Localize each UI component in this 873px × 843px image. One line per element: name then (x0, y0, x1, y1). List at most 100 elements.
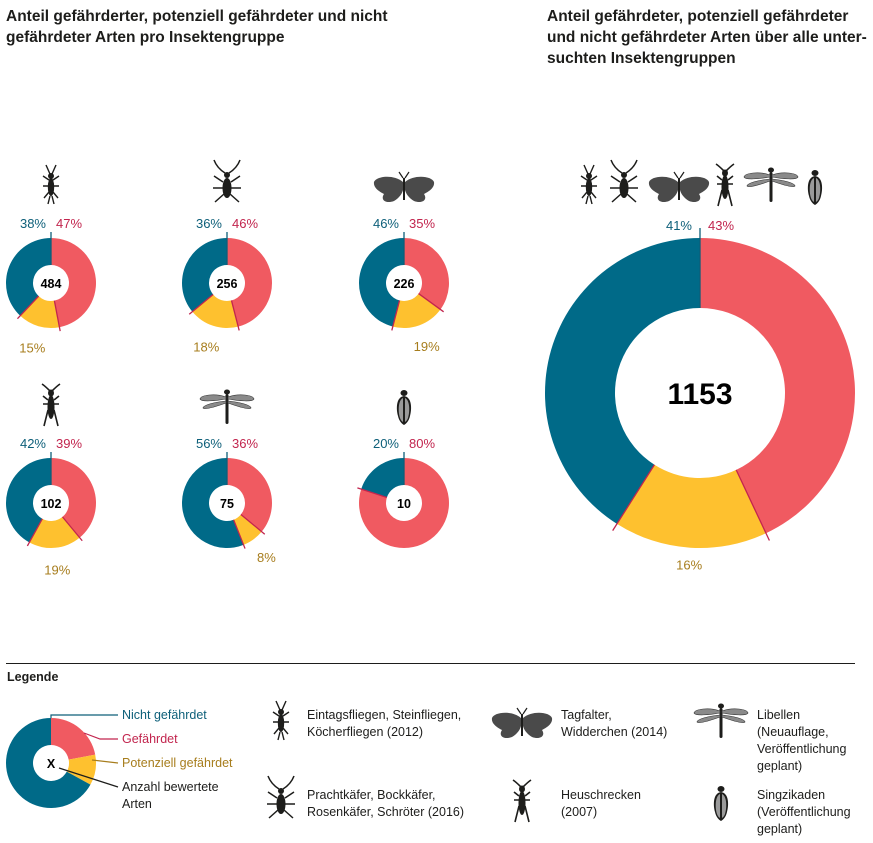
label-nicht-gefaehrdet: 46% (373, 216, 399, 231)
legend-potenziell-gefaehrdet: Potenziell gefährdet (122, 756, 233, 770)
legend-leader-gefaehrdet (83, 732, 118, 740)
legend-group-tagfalter: Tagfalter, Widderchen (2014) (561, 708, 668, 739)
total-species-count: 75 (220, 497, 234, 511)
slice-potenziell-gefaehrdet (29, 516, 80, 548)
slice-nicht-gefaehrdet (361, 458, 404, 498)
donut-chart-5: 75 36% 56% 8% (182, 436, 276, 565)
legend-beetle-icon (266, 775, 296, 819)
slice-nicht-gefaehrdet (359, 238, 404, 327)
slice-potenziell-gefaehrdet (392, 293, 441, 328)
slice-boundary-tick (391, 300, 401, 331)
label-gefaehrdet: 46% (232, 216, 258, 231)
slice-nicht-gefaehrdet (182, 238, 227, 312)
total-species-count: 484 (41, 277, 62, 291)
label-gefaehrdet: 39% (56, 436, 82, 451)
left-chart-title: Anteil gefährderter, potenziell gefährde… (6, 8, 388, 46)
legend-butterfly-icon (491, 707, 553, 739)
legend-divider (6, 663, 855, 664)
label-potenziell-gefaehrdet: 8% (257, 550, 276, 565)
label-gefaehrdet: 43% (708, 218, 734, 233)
slice-gefaehrdet (51, 458, 97, 538)
slice-gefaehrdet (404, 238, 449, 310)
slice-gefaehrdet (51, 238, 96, 328)
legend-title: Legende (7, 670, 59, 684)
total-species-count: 102 (41, 497, 62, 511)
beetle-icon (212, 159, 242, 203)
slice-potenziell-gefaehrdet (616, 464, 766, 548)
donut-chart-3: 226 35% 46% 19% (359, 216, 449, 354)
legend-cicada-icon (713, 786, 729, 821)
donut-chart-2: 256 46% 36% 18% (182, 216, 272, 355)
legend-group-singzikaden: Singzikaden (Veröffentlichung geplant) (757, 788, 851, 836)
label-nicht-gefaehrdet: 20% (373, 436, 399, 451)
label-potenziell-gefaehrdet: 16% (676, 558, 702, 573)
donut-charts: 484 47% 38% 15% 256 46% 36% 18% 226 35% 46% 19% 102 3… (6, 216, 855, 578)
slice-potenziell-gefaehrdet (20, 296, 60, 328)
slice-nicht-gefaehrdet (182, 458, 244, 548)
legend-dragonfly-icon (693, 703, 749, 739)
grasshopper-icon (715, 163, 735, 207)
total-species-count: 10 (397, 497, 411, 511)
cicada-icon (396, 390, 412, 425)
butterfly-icon (648, 171, 710, 203)
legend-leader-potenziell (91, 759, 119, 764)
label-gefaehrdet: 80% (409, 436, 435, 451)
label-nicht-gefaehrdet: 36% (196, 216, 222, 231)
slice-boundary-tick (188, 293, 214, 315)
legend-donut: X (5, 714, 119, 808)
label-gefaehrdet: 47% (56, 216, 82, 231)
slice-nicht-gefaehrdet (6, 458, 51, 543)
donut-chart-4: 102 39% 42% 19% (6, 436, 97, 578)
legend-gefaehrdet: Gefährdet (122, 732, 178, 746)
slice-gefaehrdet (227, 238, 272, 327)
slice-boundary-tick (230, 300, 240, 331)
label-nicht-gefaehrdet: 41% (666, 218, 692, 233)
legend-slice-nicht-gefaehrdet (5, 718, 91, 808)
label-nicht-gefaehrdet: 56% (196, 436, 222, 451)
label-potenziell-gefaehrdet: 19% (44, 563, 70, 578)
slice-boundary-tick (357, 487, 388, 499)
label-nicht-gefaehrdet: 38% (20, 216, 46, 231)
dragonfly-icon (199, 389, 255, 425)
total-species-count: 1153 (667, 378, 732, 411)
total-species-count: 256 (217, 277, 238, 291)
legend-nicht-gefaehrdet: Nicht gefährdet (122, 708, 207, 722)
total-species-count: 226 (394, 277, 415, 291)
slice-nicht-gefaehrdet (6, 238, 52, 316)
butterfly-icon (373, 171, 435, 203)
mayfly-stonefly-icon (42, 164, 60, 205)
slice-boundary-tick (16, 295, 40, 320)
legend-slice-gefaehrdet (51, 718, 96, 760)
slice-boundary-tick (233, 519, 246, 549)
donut-chart-1: 484 47% 38% 15% (6, 216, 96, 355)
slice-nicht-gefaehrdet (545, 238, 700, 524)
label-potenziell-gefaehrdet: 19% (414, 339, 440, 354)
mayfly-stonefly-icon (580, 164, 598, 205)
label-potenziell-gefaehrdet: 18% (193, 340, 219, 355)
slice-boundary-tick (240, 513, 266, 535)
legend-anzahl-bewertete-arten: Anzahl bewertete Arten (122, 780, 219, 811)
legend-group-eintagsfliegen: Eintagsfliegen, Steinfliegen, Köcherflie… (307, 708, 462, 739)
slice-gefaehrdet (700, 238, 855, 534)
donut-chart-7: 1153 43% 41% 16% (545, 218, 855, 573)
legend-center-symbol: X (47, 757, 56, 771)
slice-boundary-tick (53, 300, 61, 332)
beetle-icon (609, 159, 639, 203)
right-chart-title: Anteil gefährdeter, potenziell gefährdet… (547, 8, 867, 67)
cicada-icon (807, 170, 823, 205)
slice-boundary-tick (61, 516, 83, 542)
label-potenziell-gefaehrdet: 15% (19, 340, 45, 355)
legend-leader-anzahl (58, 767, 119, 788)
legend-group-prachtkaefer: Prachtkäfer, Bockkäfer, Rosenkäfer, Schr… (307, 788, 465, 819)
slice-boundary-tick (612, 464, 656, 531)
legend-mayfly-stonefly-icon (272, 700, 290, 741)
legend-leader-nicht (50, 714, 118, 718)
label-gefaehrdet: 35% (409, 216, 435, 231)
legend-group-libellen: Libellen (Neuauflage, Veröffentlichung g… (757, 708, 847, 773)
dragonfly-icon (743, 167, 799, 203)
label-nicht-gefaehrdet: 42% (20, 436, 46, 451)
slice-gefaehrdet (358, 458, 449, 548)
legend-grasshopper-icon (512, 779, 532, 823)
legend-group-heuschrecken: Heuschrecken (2007) (561, 788, 641, 819)
